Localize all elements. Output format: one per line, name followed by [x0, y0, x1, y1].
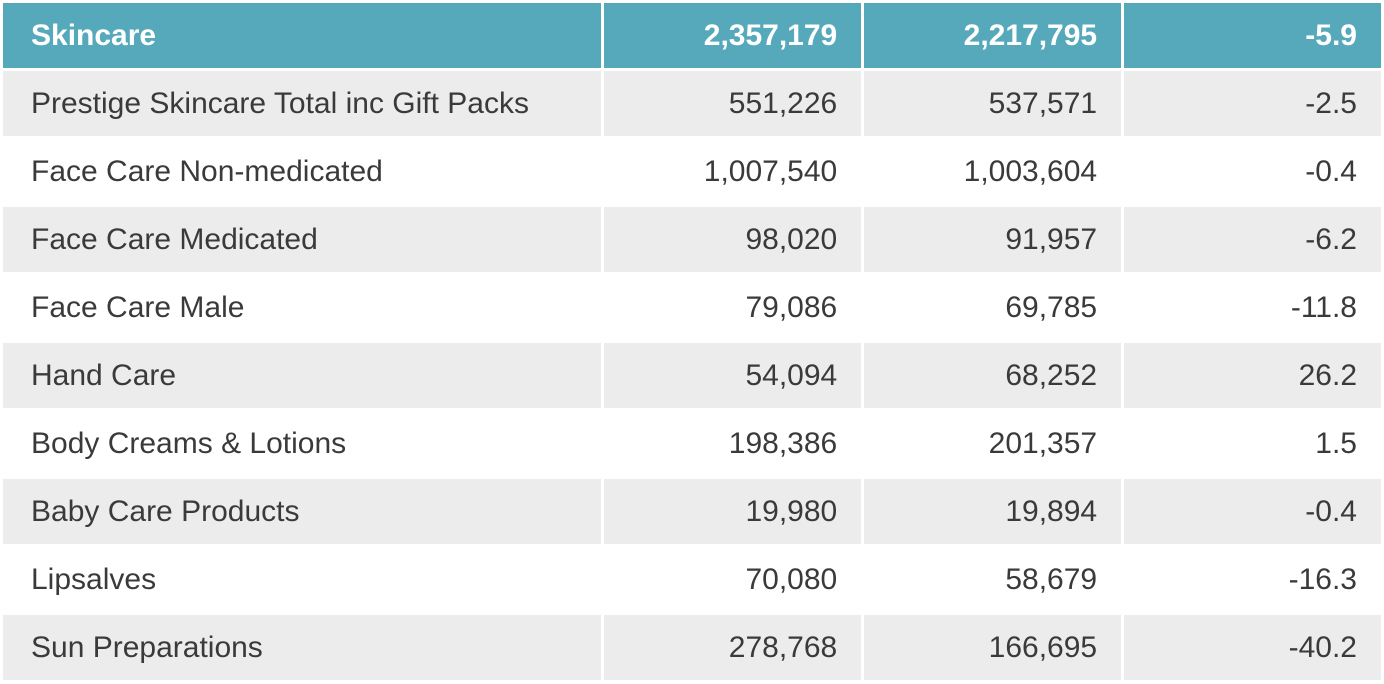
- table-row: Body Creams & Lotions 198,386 201,357 1.…: [3, 411, 1381, 476]
- row-value1-cell: 278,768: [604, 615, 862, 680]
- row-change-cell: 1.5: [1124, 411, 1381, 476]
- table-body: Skincare 2,357,179 2,217,795 -5.9 Presti…: [3, 3, 1381, 680]
- row-change-cell: -40.2: [1124, 615, 1381, 680]
- row-value1-cell: 1,007,540: [604, 139, 862, 204]
- row-value2-cell: 58,679: [864, 547, 1122, 612]
- table-row: Face Care Male 79,086 69,785 -11.8: [3, 275, 1381, 340]
- row-value1-cell: 198,386: [604, 411, 862, 476]
- row-value2-cell: 91,957: [864, 207, 1122, 272]
- row-value2-cell: 166,695: [864, 615, 1122, 680]
- row-category-cell: Face Care Male: [3, 275, 602, 340]
- row-value2-cell: 19,894: [864, 479, 1122, 544]
- row-change-cell: -0.4: [1124, 139, 1381, 204]
- header-category-cell: Skincare: [3, 3, 602, 68]
- row-category-cell: Lipsalves: [3, 547, 602, 612]
- table-row: Face Care Medicated 98,020 91,957 -6.2: [3, 207, 1381, 272]
- row-value2-cell: 68,252: [864, 343, 1122, 408]
- row-change-cell: 26.2: [1124, 343, 1381, 408]
- row-category-cell: Sun Preparations: [3, 615, 602, 680]
- table-row: Face Care Non-medicated 1,007,540 1,003,…: [3, 139, 1381, 204]
- row-value1-cell: 98,020: [604, 207, 862, 272]
- header-value2-cell: 2,217,795: [864, 3, 1122, 68]
- row-value2-cell: 69,785: [864, 275, 1122, 340]
- row-category-cell: Prestige Skincare Total inc Gift Packs: [3, 71, 602, 136]
- row-change-cell: -11.8: [1124, 275, 1381, 340]
- row-value1-cell: 70,080: [604, 547, 862, 612]
- row-value1-cell: 551,226: [604, 71, 862, 136]
- row-category-cell: Body Creams & Lotions: [3, 411, 602, 476]
- table-row: Sun Preparations 278,768 166,695 -40.2: [3, 615, 1381, 680]
- row-category-cell: Baby Care Products: [3, 479, 602, 544]
- header-change-cell: -5.9: [1124, 3, 1381, 68]
- row-change-cell: -6.2: [1124, 207, 1381, 272]
- row-value1-cell: 54,094: [604, 343, 862, 408]
- row-value1-cell: 79,086: [604, 275, 862, 340]
- table-row: Hand Care 54,094 68,252 26.2: [3, 343, 1381, 408]
- row-value2-cell: 201,357: [864, 411, 1122, 476]
- table-header-row: Skincare 2,357,179 2,217,795 -5.9: [3, 3, 1381, 68]
- row-category-cell: Face Care Non-medicated: [3, 139, 602, 204]
- row-change-cell: -16.3: [1124, 547, 1381, 612]
- table-row: Prestige Skincare Total inc Gift Packs 5…: [3, 71, 1381, 136]
- table-row: Lipsalves 70,080 58,679 -16.3: [3, 547, 1381, 612]
- row-change-cell: -2.5: [1124, 71, 1381, 136]
- row-change-cell: -0.4: [1124, 479, 1381, 544]
- row-value2-cell: 537,571: [864, 71, 1122, 136]
- table-row: Baby Care Products 19,980 19,894 -0.4: [3, 479, 1381, 544]
- row-value2-cell: 1,003,604: [864, 139, 1122, 204]
- row-category-cell: Hand Care: [3, 343, 602, 408]
- row-category-cell: Face Care Medicated: [3, 207, 602, 272]
- header-value1-cell: 2,357,179: [604, 3, 862, 68]
- row-value1-cell: 19,980: [604, 479, 862, 544]
